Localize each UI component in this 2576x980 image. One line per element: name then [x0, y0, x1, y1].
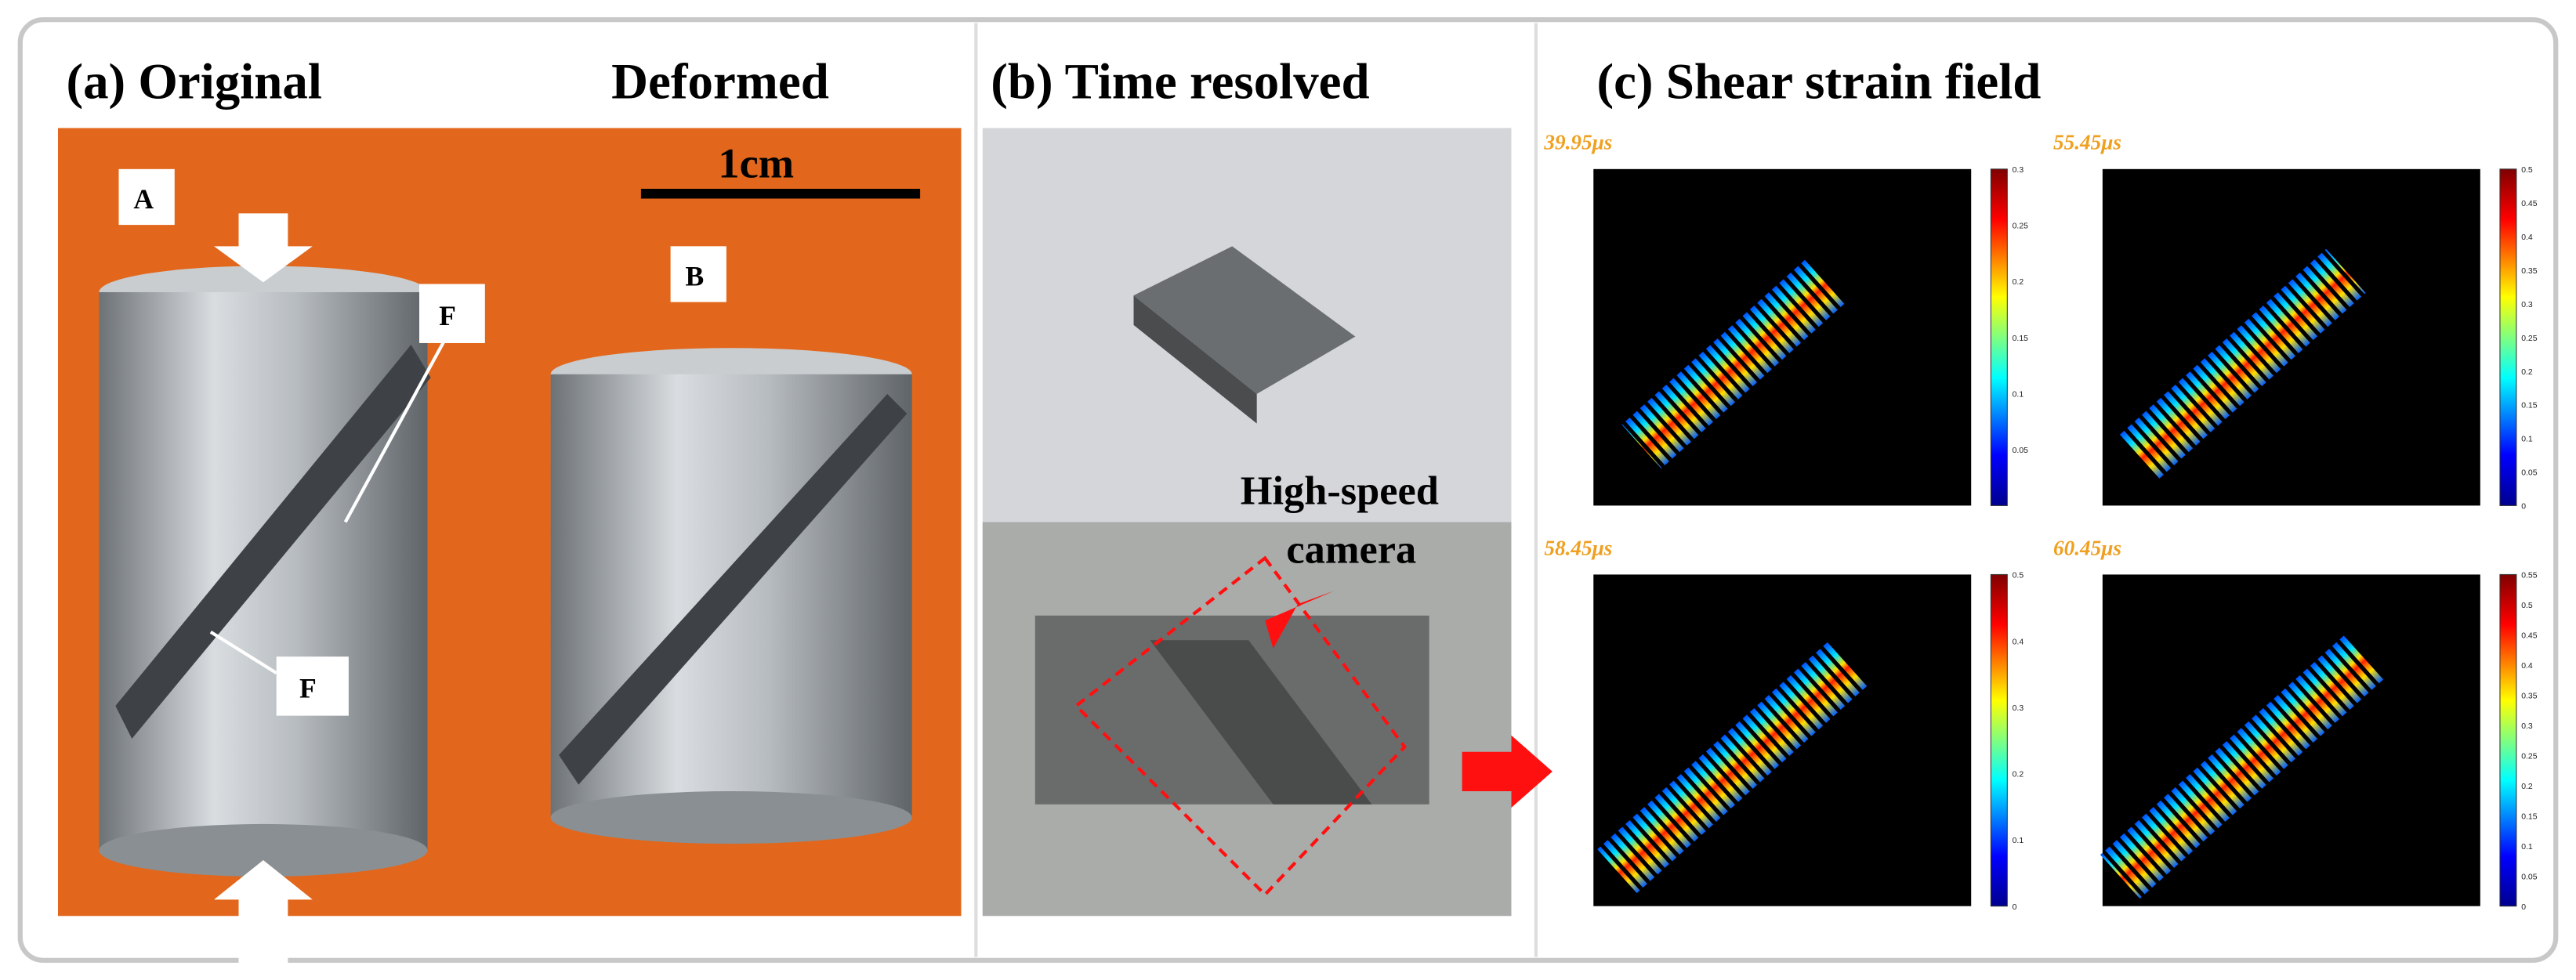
- colorbar-tick: 0.1: [2521, 843, 2533, 852]
- colorbar-tick: 0.15: [2521, 812, 2538, 821]
- colorbar-tick: 0.3: [2521, 722, 2533, 731]
- shear-band: [559, 393, 908, 785]
- colorbar-tick: 0.05: [2521, 469, 2538, 478]
- colorbar-tick: 0: [2013, 903, 2017, 912]
- arrow: [214, 213, 313, 283]
- colorbar-tick: 0.55: [2521, 572, 2538, 580]
- colorbar-tick: 0.5: [2521, 602, 2533, 610]
- colorbar-tick: 0.35: [2521, 267, 2538, 276]
- arrow: [214, 860, 313, 980]
- strain-stripes: [2118, 248, 2366, 480]
- panel-title: (b) Time resolved: [991, 54, 1369, 110]
- specimen: [1133, 246, 1356, 394]
- colorbar-tick: 0.4: [2521, 662, 2533, 671]
- colorbar-tick: 0: [2521, 903, 2526, 912]
- strain-stripes: [2100, 635, 2384, 899]
- marker-box: [418, 284, 485, 343]
- panel-title: (a) Original: [66, 54, 321, 110]
- colorbar-tick: 0.4: [2521, 233, 2533, 242]
- colorbar-tick: 0.5: [2013, 572, 2024, 580]
- marker-box: [118, 168, 175, 226]
- colorbar-tick: 0.3: [2013, 166, 2024, 175]
- field-of-view: [1074, 555, 1408, 898]
- time-label: 39.95μs: [1543, 131, 1612, 154]
- annotation: High-speed: [1241, 468, 1439, 513]
- colorbar-tick: 0.2: [2521, 783, 2533, 791]
- marker: A: [133, 183, 154, 215]
- colorbar-tick: 0.2: [2521, 368, 2533, 377]
- colorbar-tick: 0.35: [2521, 693, 2538, 701]
- colorbar-tick: 0.2: [2013, 278, 2024, 287]
- pointer: [209, 630, 277, 674]
- colorbar-tick: 0.3: [2521, 301, 2533, 309]
- strain-band: [2118, 248, 2366, 480]
- colorbar-tick: 0.1: [2013, 837, 2024, 845]
- marker-box: [670, 246, 726, 302]
- colorbar-tick: 0.2: [2013, 771, 2024, 779]
- colorbar-tick: 0.25: [2521, 752, 2538, 761]
- time-label: 55.45μs: [2053, 131, 2121, 154]
- colorbar: [2499, 573, 2517, 907]
- colorbar-tick: 0.45: [2521, 200, 2538, 208]
- annotation: camera: [1286, 527, 1416, 573]
- marker: F: [439, 300, 456, 331]
- shear-zone: [1150, 640, 1372, 805]
- colorbar-tick: 0.3: [2013, 704, 2024, 713]
- colorbar-tick: 0.25: [2013, 222, 2029, 231]
- colorbar-tick: 0.1: [2521, 436, 2533, 444]
- marker-box: [276, 656, 349, 716]
- cylinder: [99, 823, 428, 877]
- colorbar-tick: 0.15: [2521, 402, 2538, 410]
- colorbar: [2499, 168, 2517, 506]
- colorbar-tick: 0.5: [2521, 166, 2533, 175]
- strain-band: [2100, 635, 2384, 899]
- marker: F: [299, 673, 317, 704]
- panel-subtitle: Deformed: [611, 54, 829, 110]
- pointer: [343, 340, 446, 523]
- time-label: 60.45μs: [2053, 536, 2121, 559]
- colorbar-tick: 0.05: [2521, 873, 2538, 881]
- strain-stripes: [1621, 259, 1845, 469]
- strain-band: [1597, 640, 1869, 894]
- time-label: 58.45μs: [1544, 536, 1612, 559]
- arrow: [1265, 591, 1335, 649]
- colorbar: [1990, 168, 2008, 506]
- colorbar-tick: 0.25: [2521, 335, 2538, 343]
- colorbar-tick: 0.15: [2013, 335, 2029, 343]
- colorbar-tick: 0.05: [2013, 447, 2029, 455]
- colorbar: [1990, 573, 2008, 907]
- marker: B: [685, 261, 704, 292]
- colorbar-tick: 0.1: [2013, 390, 2024, 399]
- arrow: [1462, 735, 1552, 808]
- cylinder: [550, 791, 912, 844]
- specimen: [1133, 295, 1257, 424]
- strain-band: [1621, 259, 1845, 469]
- panel-title: (c) Shear strain field: [1596, 54, 2041, 110]
- colorbar-tick: 0.45: [2521, 632, 2538, 641]
- colorbar-tick: 0: [2521, 503, 2526, 512]
- strain-stripes: [1597, 640, 1869, 894]
- colorbar-tick: 0.4: [2013, 638, 2024, 646]
- scale-label: 1cm: [718, 139, 794, 186]
- shear-band: [115, 345, 431, 739]
